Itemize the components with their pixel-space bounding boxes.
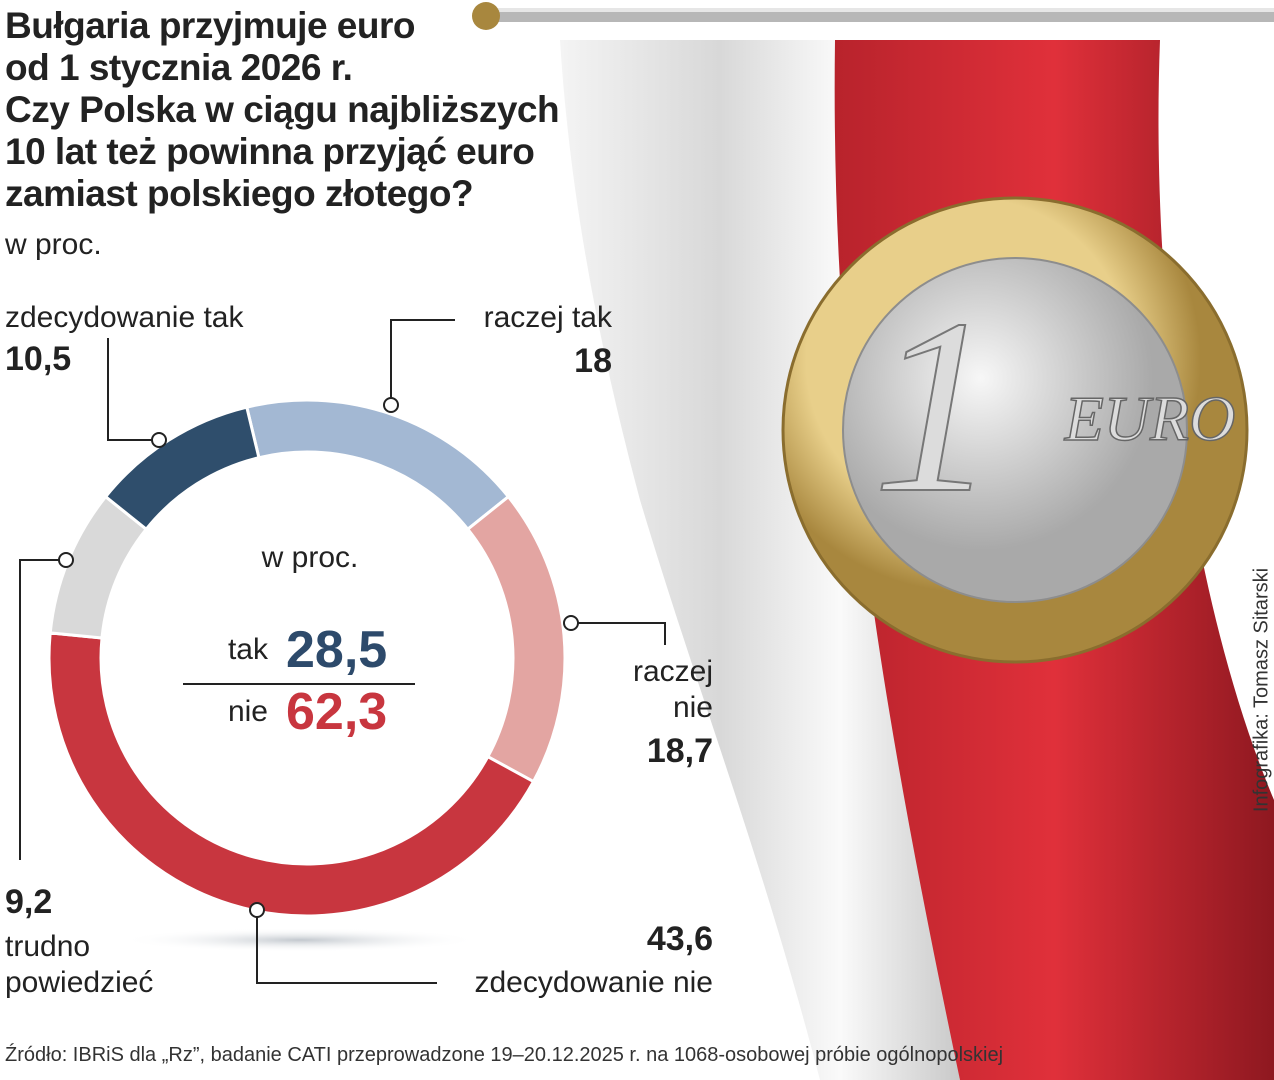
category-label: raczej nie [632,655,713,724]
value-label: 18,7 [646,732,713,770]
category-label: trudno powiedzieć [5,930,154,999]
title-line: zamiast polskiego złotego? [5,173,474,214]
title-line: od 1 stycznia 2026 r. [5,47,353,88]
leader-line [256,910,437,984]
coin-value: 1 [873,268,998,545]
summary-label: tak [227,633,268,666]
donut-segment [244,398,511,532]
donut-segment [103,405,261,532]
leader-dot [249,902,265,918]
leader-dot [383,397,399,413]
leader-dot [58,552,74,568]
center-title: w proc. [261,541,359,574]
value-label: 10,5 [5,340,72,378]
category-label: zdecydowanie nie [474,966,714,999]
donut-segment [47,631,536,918]
title-line: Czy Polska w ciągu najbliższych [5,89,560,130]
leader-line [19,559,66,860]
summary-value: 28,5 [286,621,388,679]
value-label: 9,2 [5,883,53,921]
title-line: 10 lat też powinna przyjąć euro [5,131,535,172]
leader-dot [563,615,579,631]
leader-line [571,622,666,645]
source: Źródło: IBRiS dla „Rz”, badanie CATI prz… [5,1044,1004,1066]
value-label: 18 [574,342,612,380]
coin-text: EURO [1064,383,1236,454]
leader-line [107,338,159,441]
leader-line [390,319,455,405]
credit: Infografika: Tomasz Sitarski [1250,567,1273,813]
donut-segment [465,494,567,784]
title-line: Bułgaria przyjmuje euro [5,5,416,46]
category-label: zdecydowanie tak [5,301,244,334]
category-label: raczej tak [483,301,612,334]
summary-value: 62,3 [286,683,388,741]
value-label: 43,6 [646,920,713,958]
subtitle: w proc. [5,228,102,261]
leader-dot [151,432,167,448]
summary-label: nie [227,695,268,728]
